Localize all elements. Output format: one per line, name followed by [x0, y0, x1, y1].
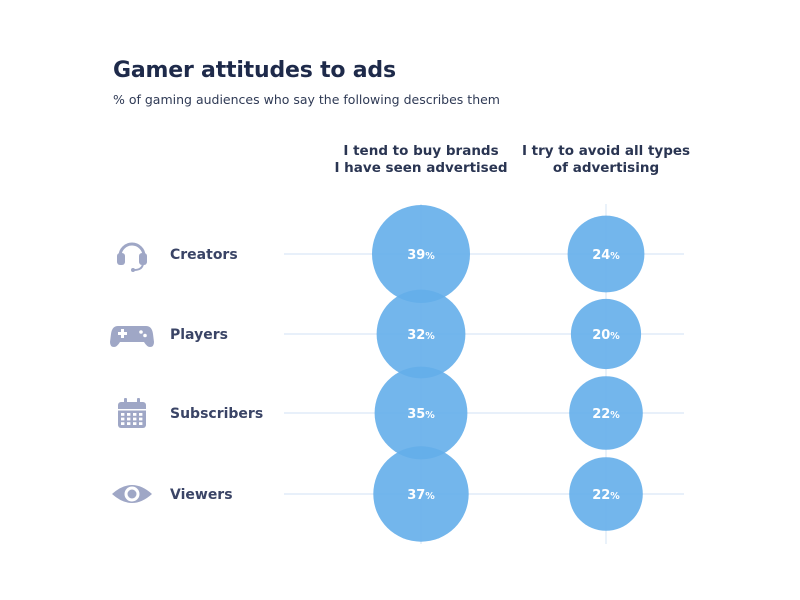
bubble	[569, 376, 643, 450]
bubble	[569, 457, 643, 531]
column-header: I have seen advertised	[334, 160, 507, 176]
column-header: I tend to buy brands	[343, 143, 498, 159]
bubble-value-label: 32%	[407, 328, 435, 343]
percent-suffix: %	[610, 251, 620, 262]
calendar-icon	[118, 398, 146, 428]
bubble	[567, 215, 645, 293]
gamepad-icon	[110, 326, 154, 347]
percent-suffix: %	[425, 410, 435, 421]
bubble-value-label: 35%	[407, 407, 435, 422]
bubble	[373, 446, 469, 542]
row-label: Players	[170, 327, 228, 343]
row-labels: Creators Players Subscribers Viewers	[170, 247, 263, 503]
row-label: Viewers	[170, 487, 233, 503]
percent-suffix: %	[610, 491, 620, 502]
headset-icon	[117, 242, 147, 272]
eye-icon	[112, 485, 152, 503]
bubble-value-label: 37%	[407, 488, 435, 503]
percent-suffix: %	[610, 331, 620, 342]
bubble	[376, 289, 466, 379]
percent-suffix: %	[425, 331, 435, 342]
bubbles: 39% 24% 32% 20% 35% 22% 37% 22%	[372, 205, 645, 542]
column-header: I try to avoid all types	[522, 143, 690, 159]
row-label: Creators	[170, 247, 238, 263]
bubble-value-label: 39%	[407, 248, 435, 263]
bubble	[374, 366, 468, 460]
percent-suffix: %	[425, 491, 435, 502]
row-label: Subscribers	[170, 406, 263, 422]
column-header: of advertising	[553, 160, 659, 176]
percent-suffix: %	[610, 410, 620, 421]
percent-suffix: %	[425, 251, 435, 262]
chart-subtitle: % of gaming audiences who say the follow…	[113, 92, 500, 107]
bubble-value-label: 22%	[592, 488, 620, 503]
bubble	[570, 298, 642, 370]
chart-title: Gamer attitudes to ads	[113, 58, 396, 83]
bubble-value-label: 20%	[592, 328, 620, 343]
bubble-value-label: 22%	[592, 407, 620, 422]
row-icons	[110, 242, 154, 503]
bubble	[372, 205, 470, 303]
bubble-value-label: 24%	[592, 248, 620, 263]
